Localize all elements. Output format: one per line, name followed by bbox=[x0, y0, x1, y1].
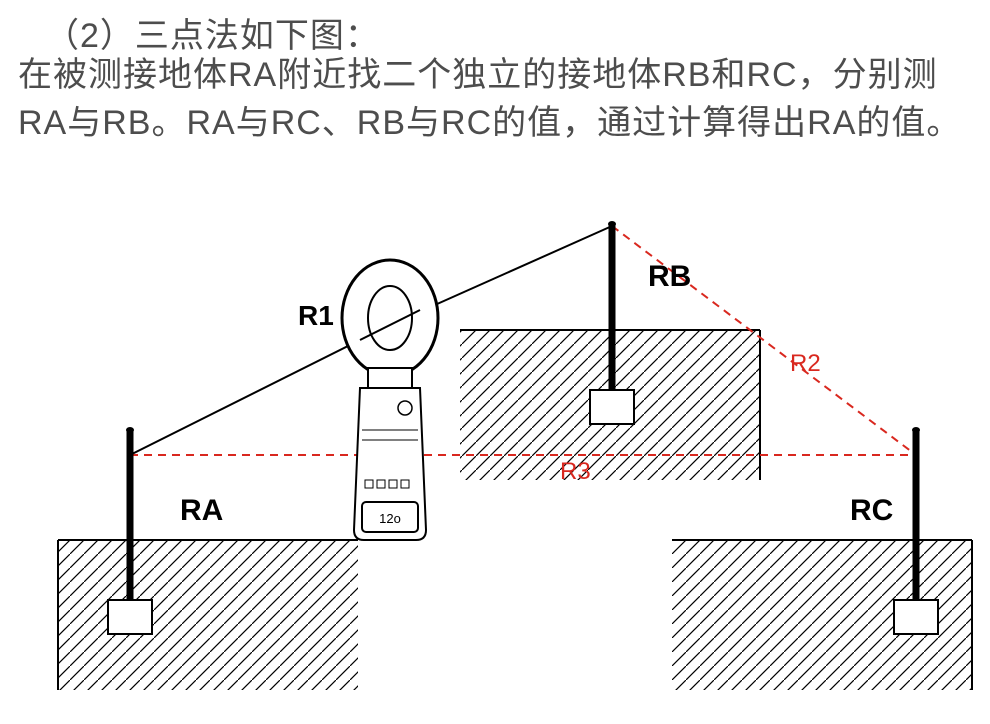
electrode-ra bbox=[108, 427, 152, 634]
body-text: 在被测接地体RA附近找二个独立的接地体RB和RC，分别测RA与RB。RA与RC、… bbox=[18, 52, 978, 147]
title-text: （2）三点法如下图： bbox=[45, 8, 380, 57]
diagram-svg: 12o bbox=[0, 190, 990, 719]
label-ra: RA bbox=[180, 494, 223, 528]
three-point-diagram: 12o RA RB RC R1 R2 R3 bbox=[0, 190, 990, 719]
meter-display: 12o bbox=[379, 511, 401, 526]
electrode-rb bbox=[590, 221, 634, 424]
label-r1: R1 bbox=[298, 300, 334, 332]
title: （2）三点法如下图： bbox=[45, 17, 380, 55]
label-r2: R2 bbox=[790, 350, 821, 378]
label-rc: RC bbox=[850, 494, 893, 528]
label-rb: RB bbox=[648, 260, 691, 294]
clamp-meter: 12o bbox=[342, 260, 438, 540]
electrode-rc bbox=[894, 427, 938, 634]
label-r3: R3 bbox=[560, 458, 591, 486]
ground-block-ra bbox=[58, 540, 358, 690]
body: 在被测接地体RA附近找二个独立的接地体RB和RC，分别测RA与RB。RA与RC、… bbox=[18, 56, 961, 142]
